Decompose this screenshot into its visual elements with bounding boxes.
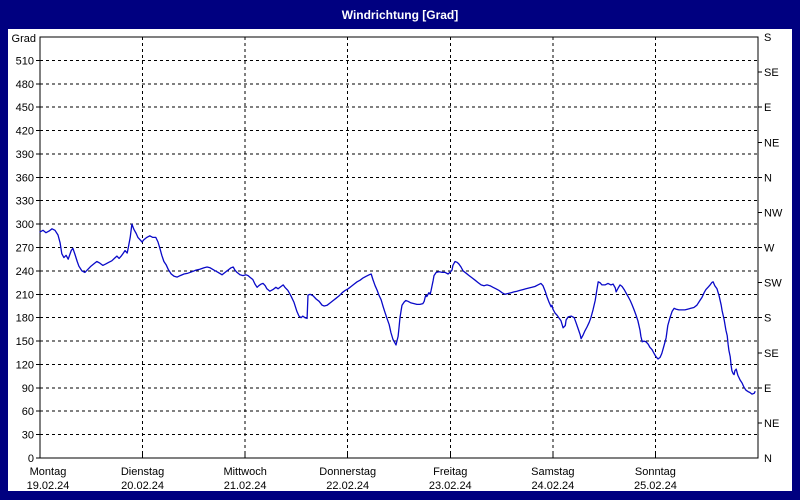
svg-text:420: 420 bbox=[16, 126, 34, 138]
svg-text:SW: SW bbox=[764, 278, 782, 290]
svg-text:E: E bbox=[764, 102, 771, 114]
svg-text:21.02.24: 21.02.24 bbox=[224, 480, 267, 491]
svg-text:Sonntag: Sonntag bbox=[635, 466, 676, 478]
svg-text:450: 450 bbox=[16, 102, 34, 114]
svg-text:N: N bbox=[764, 172, 772, 184]
svg-text:180: 180 bbox=[16, 313, 34, 325]
chart-panel: 0 30 60 90 120 150 180 210 240 270 300 330 360 390 420… bbox=[8, 29, 792, 491]
svg-text:Samstag: Samstag bbox=[531, 466, 574, 478]
svg-text:Freitag: Freitag bbox=[433, 466, 467, 478]
svg-text:S: S bbox=[764, 313, 771, 325]
plot-frame bbox=[39, 36, 759, 459]
svg-text:NE: NE bbox=[764, 418, 779, 430]
svg-text:0: 0 bbox=[28, 453, 34, 465]
svg-text:60: 60 bbox=[22, 406, 34, 418]
svg-text:SE: SE bbox=[764, 67, 779, 79]
svg-text:SE: SE bbox=[764, 348, 779, 360]
svg-text:270: 270 bbox=[16, 243, 34, 255]
svg-text:360: 360 bbox=[16, 172, 34, 184]
svg-text:25.02.24: 25.02.24 bbox=[634, 480, 677, 491]
svg-text:W: W bbox=[764, 243, 775, 255]
svg-text:90: 90 bbox=[22, 383, 34, 395]
svg-text:Dienstag: Dienstag bbox=[121, 466, 164, 478]
chart-title: Windrichtung [Grad] bbox=[341, 7, 459, 22]
v-gridlines bbox=[142, 37, 656, 458]
right-axis-labels: S SE E NE N NW W SW S SE E NE N bbox=[758, 32, 783, 465]
svg-text:Donnerstag: Donnerstag bbox=[319, 466, 376, 478]
svg-text:390: 390 bbox=[16, 149, 34, 161]
svg-text:330: 330 bbox=[16, 196, 34, 208]
left-axis-labels: 0 30 60 90 120 150 180 210 240 270 300 330 360 390 420… bbox=[12, 33, 40, 465]
svg-text:Montag: Montag bbox=[30, 466, 67, 478]
day-labels: Montag 19.02.24 Dienstag 20.02.24 Mittwoch 21… bbox=[27, 453, 677, 491]
svg-text:150: 150 bbox=[16, 336, 34, 348]
svg-text:510: 510 bbox=[16, 55, 34, 67]
svg-text:30: 30 bbox=[22, 430, 34, 442]
svg-text:24.02.24: 24.02.24 bbox=[531, 480, 574, 491]
svg-text:120: 120 bbox=[16, 359, 34, 371]
svg-text:E: E bbox=[764, 383, 771, 395]
svg-text:300: 300 bbox=[16, 219, 34, 231]
svg-text:240: 240 bbox=[16, 266, 34, 278]
svg-text:19.02.24: 19.02.24 bbox=[27, 480, 70, 491]
wind-direction-chart: 0 30 60 90 120 150 180 210 240 270 300 330 360 390 420… bbox=[12, 32, 783, 491]
svg-text:22.02.24: 22.02.24 bbox=[326, 480, 369, 491]
h-gridlines bbox=[40, 59, 758, 436]
y-axis-unit-label: Grad bbox=[12, 33, 36, 45]
svg-text:NW: NW bbox=[764, 207, 783, 219]
svg-text:480: 480 bbox=[16, 79, 34, 91]
svg-text:NE: NE bbox=[764, 137, 779, 149]
svg-text:210: 210 bbox=[16, 289, 34, 301]
title-bar: Windrichtung [Grad] bbox=[0, 0, 800, 29]
svg-text:N: N bbox=[764, 453, 772, 465]
svg-text:S: S bbox=[764, 32, 771, 44]
svg-text:20.02.24: 20.02.24 bbox=[121, 480, 164, 491]
wind-direction-line bbox=[39, 223, 756, 395]
svg-text:Mittwoch: Mittwoch bbox=[223, 466, 266, 478]
svg-text:23.02.24: 23.02.24 bbox=[429, 480, 472, 491]
